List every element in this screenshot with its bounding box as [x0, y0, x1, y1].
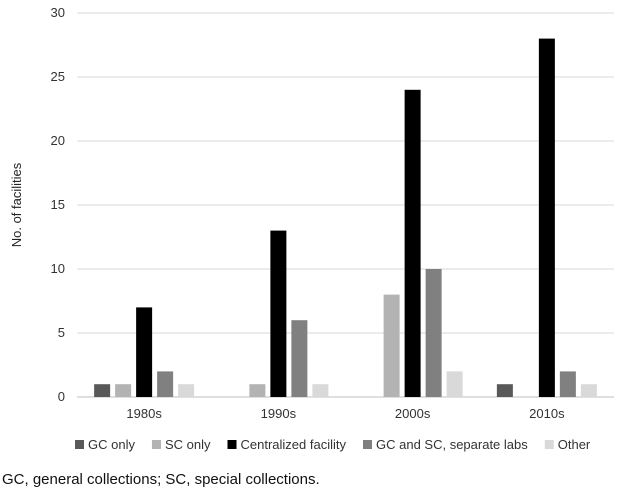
legend-swatch	[544, 440, 554, 449]
x-tick-label: 1990s	[261, 406, 297, 421]
legend-swatch	[227, 440, 237, 449]
bar	[383, 294, 400, 397]
bar	[312, 384, 329, 397]
legend: GC only SC only Centralized facility GC and…	[75, 437, 591, 452]
bar	[496, 384, 513, 397]
legend-item: GC only	[75, 437, 135, 452]
bar	[425, 269, 442, 397]
y-tick-label: 15	[51, 197, 65, 212]
bar	[446, 371, 463, 397]
y-tick-label: 30	[51, 5, 65, 20]
gridlines	[77, 12, 614, 398]
y-axis-ticks: 0 5 10 15 20 25 30	[51, 5, 65, 404]
bar	[249, 384, 266, 397]
legend-label: SC only	[165, 437, 211, 452]
x-tick-label: 1980s	[126, 406, 162, 421]
bar	[580, 384, 597, 397]
x-axis-ticks: 1980s 1990s 2000s 2010s	[126, 406, 565, 421]
y-axis-title: No. of facilities	[9, 162, 24, 247]
legend-swatch	[363, 440, 372, 449]
bar-chart: 0 5 10 15 20 25 30 1980s 1990s 2000s 2010s No. of…	[9, 5, 614, 452]
legend-label: GC only	[88, 437, 135, 452]
legend-swatch	[75, 440, 84, 449]
bar	[94, 384, 111, 397]
legend-swatch	[151, 440, 161, 449]
bar	[136, 307, 153, 397]
legend-label: Other	[558, 437, 591, 452]
legend-item: SC only	[151, 437, 211, 452]
legend-item: Other	[544, 437, 591, 452]
bars	[94, 38, 597, 398]
bar	[404, 89, 421, 398]
y-tick-label: 10	[51, 261, 65, 276]
y-tick-label: 25	[51, 69, 65, 84]
bar	[559, 371, 576, 397]
y-tick-label: 0	[58, 389, 65, 404]
y-tick-label: 5	[58, 325, 65, 340]
legend-label: Centralized facility	[241, 437, 347, 452]
x-tick-label: 2000s	[395, 406, 431, 421]
x-tick-label: 2010s	[529, 406, 565, 421]
legend-item: GC and SC, separate labs	[363, 437, 528, 452]
y-tick-label: 20	[51, 133, 65, 148]
bar	[291, 320, 308, 397]
figure-caption: GC, general collections; SC, special col…	[2, 471, 320, 488]
bar	[270, 230, 287, 397]
legend-item: Centralized facility	[227, 437, 347, 452]
bar	[157, 371, 174, 397]
bar	[115, 384, 132, 397]
legend-label: GC and SC, separate labs	[376, 437, 528, 452]
bar	[538, 38, 555, 397]
bar	[178, 384, 195, 397]
